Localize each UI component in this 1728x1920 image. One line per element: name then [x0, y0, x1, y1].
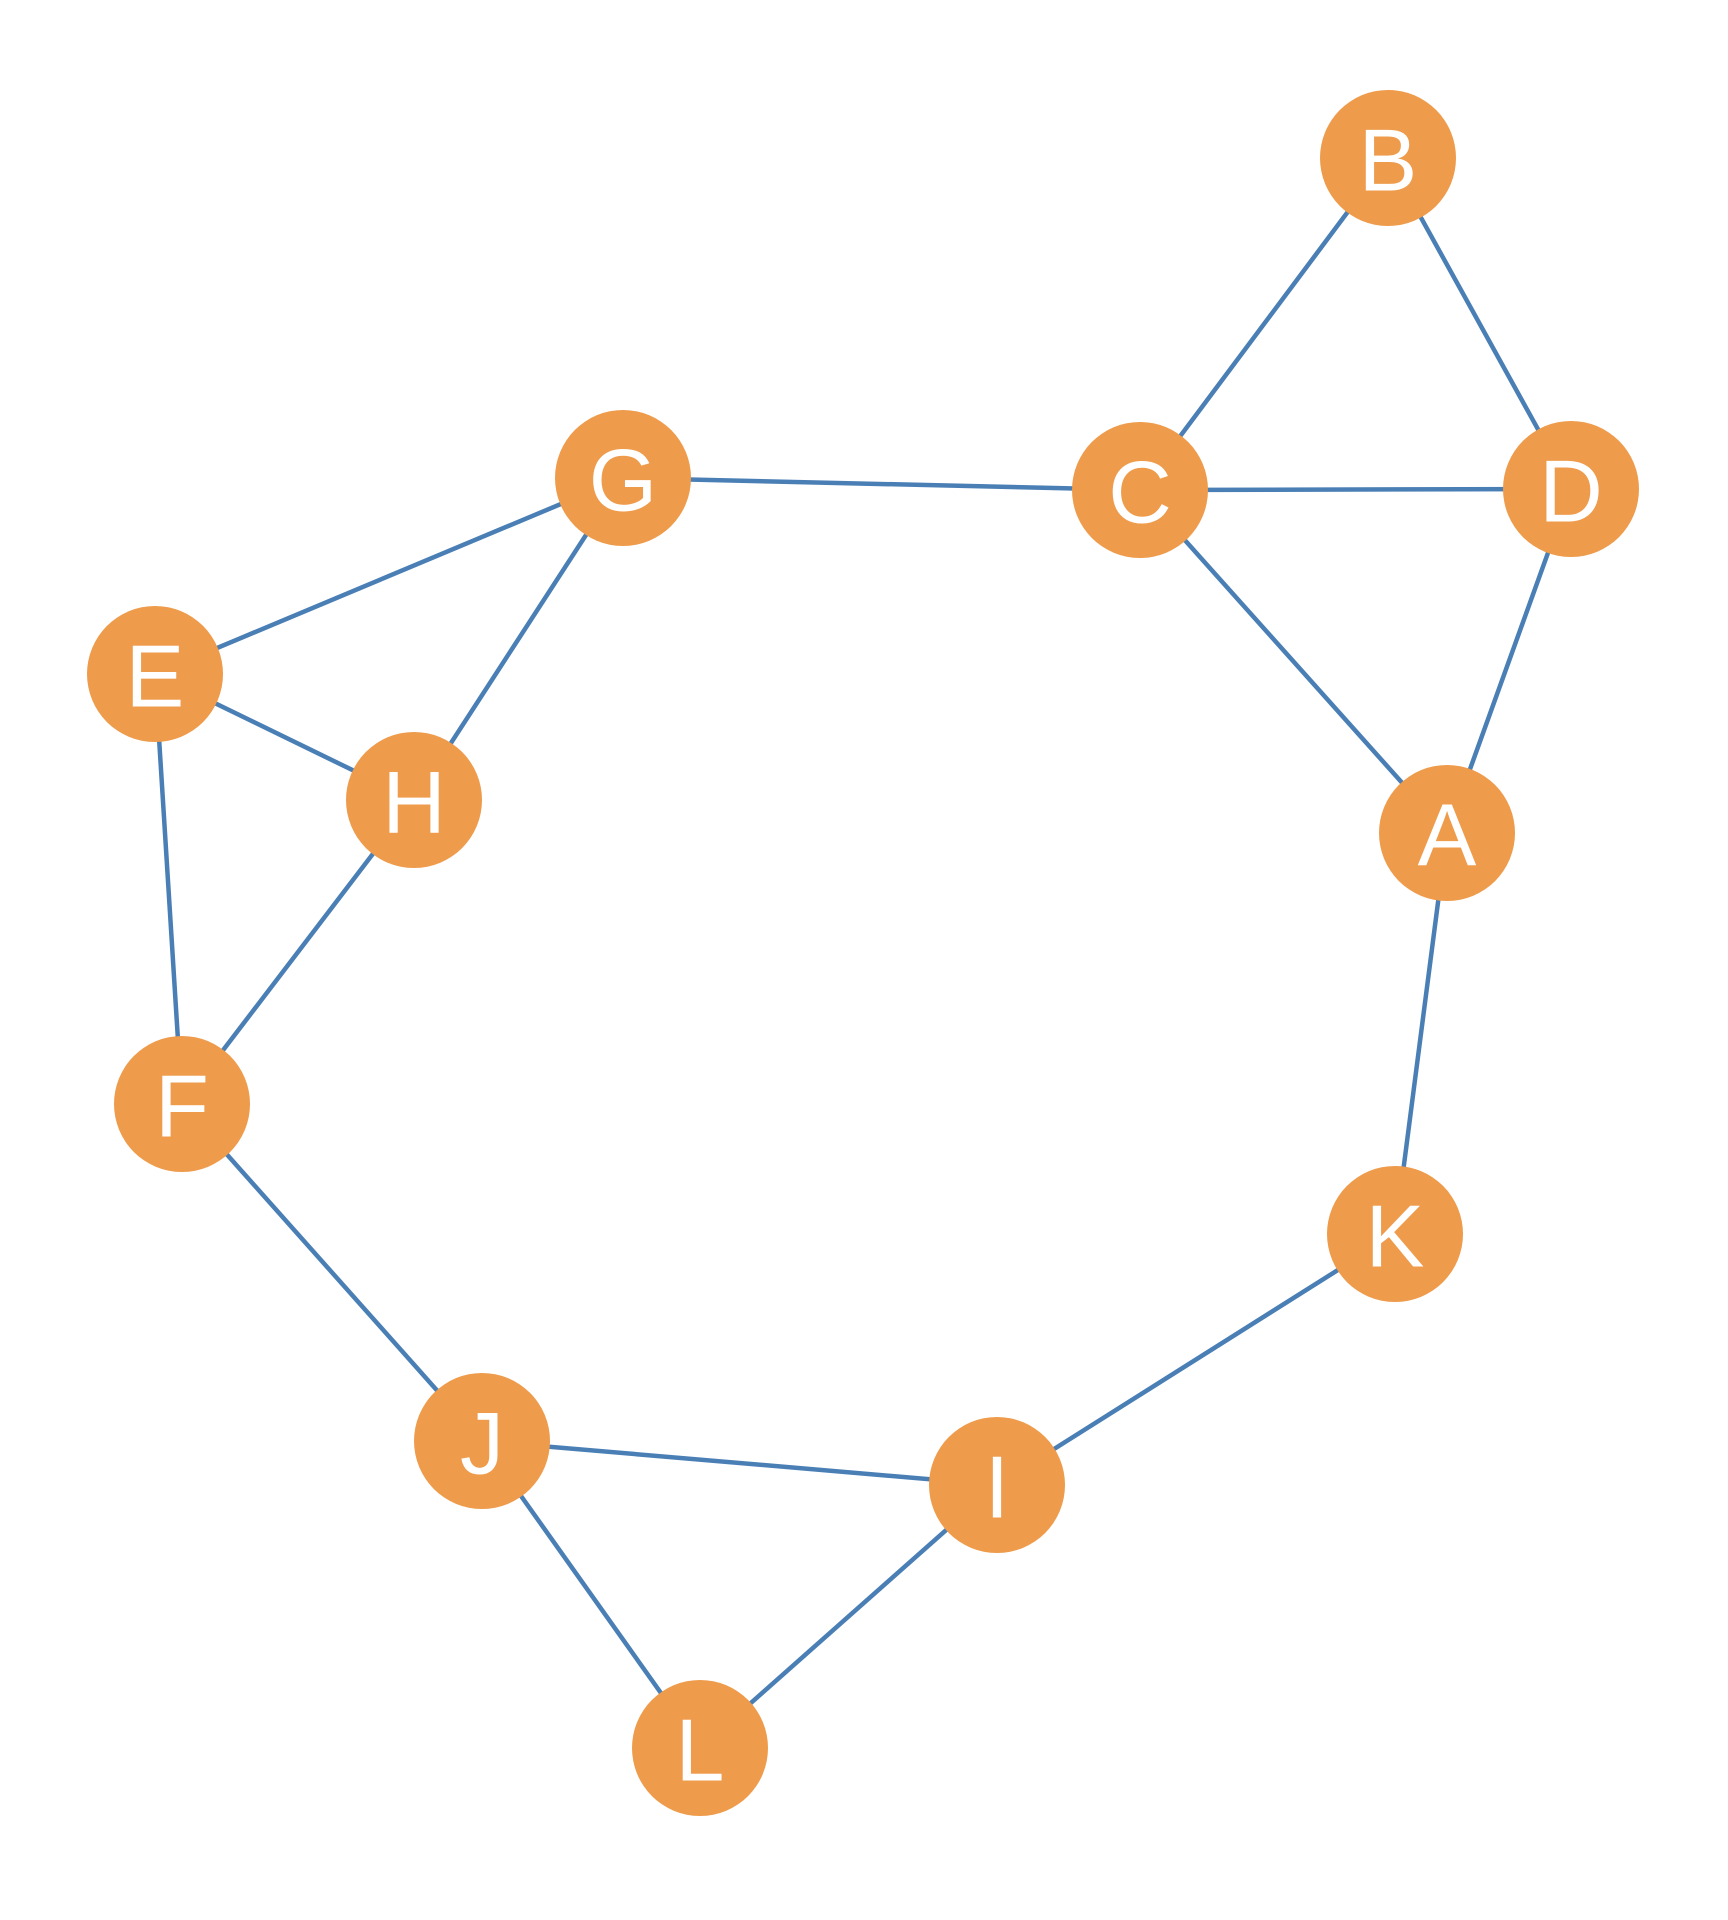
node-circle-a — [1379, 765, 1515, 901]
node-label-a: A — [1418, 786, 1477, 885]
node-b: B — [1320, 90, 1456, 226]
node-e: E — [87, 606, 223, 742]
node-circle-b — [1320, 90, 1456, 226]
node-label-k: K — [1366, 1187, 1425, 1286]
node-circle-j — [414, 1373, 550, 1509]
node-label-e: E — [126, 627, 185, 726]
node-label-j: J — [460, 1394, 504, 1493]
node-h: H — [346, 732, 482, 868]
node-c: C — [1072, 422, 1208, 558]
edge-j-i — [479, 1438, 1000, 1488]
node-circle-d — [1503, 421, 1639, 557]
node-l: L — [632, 1680, 768, 1816]
node-g: G — [555, 410, 691, 546]
node-circle-f — [114, 1036, 250, 1172]
node-circle-g — [555, 410, 691, 546]
node-label-c: C — [1108, 443, 1172, 542]
node-circle-e — [87, 606, 223, 742]
node-circle-i — [929, 1417, 1065, 1553]
node-label-g: G — [589, 431, 657, 530]
node-label-l: L — [676, 1701, 725, 1800]
node-circle-l — [632, 1680, 768, 1816]
node-circle-k — [1327, 1166, 1463, 1302]
node-label-f: F — [155, 1057, 209, 1156]
edge-g-c — [620, 475, 1143, 493]
node-label-i: I — [985, 1438, 1009, 1537]
edge-e-f — [152, 671, 185, 1107]
node-circle-c — [1072, 422, 1208, 558]
edge-k-i — [994, 1231, 1398, 1488]
node-a: A — [1379, 765, 1515, 901]
node-label-d: D — [1539, 442, 1603, 541]
node-label-h: H — [382, 753, 446, 852]
node-circle-h — [346, 732, 482, 868]
node-f: F — [114, 1036, 250, 1172]
node-j: J — [414, 1373, 550, 1509]
edge-b-c — [1137, 155, 1391, 493]
edge-f-j — [179, 1101, 485, 1444]
node-i: I — [929, 1417, 1065, 1553]
edge-e-g — [152, 475, 626, 677]
node-k: K — [1327, 1166, 1463, 1302]
nodes-layer: A B C D E F G H I J K L — [87, 90, 1639, 1816]
node-label-b: B — [1359, 111, 1418, 210]
edge-c-d — [1137, 486, 1574, 493]
node-d: D — [1503, 421, 1639, 557]
edge-c-a — [1137, 487, 1450, 836]
